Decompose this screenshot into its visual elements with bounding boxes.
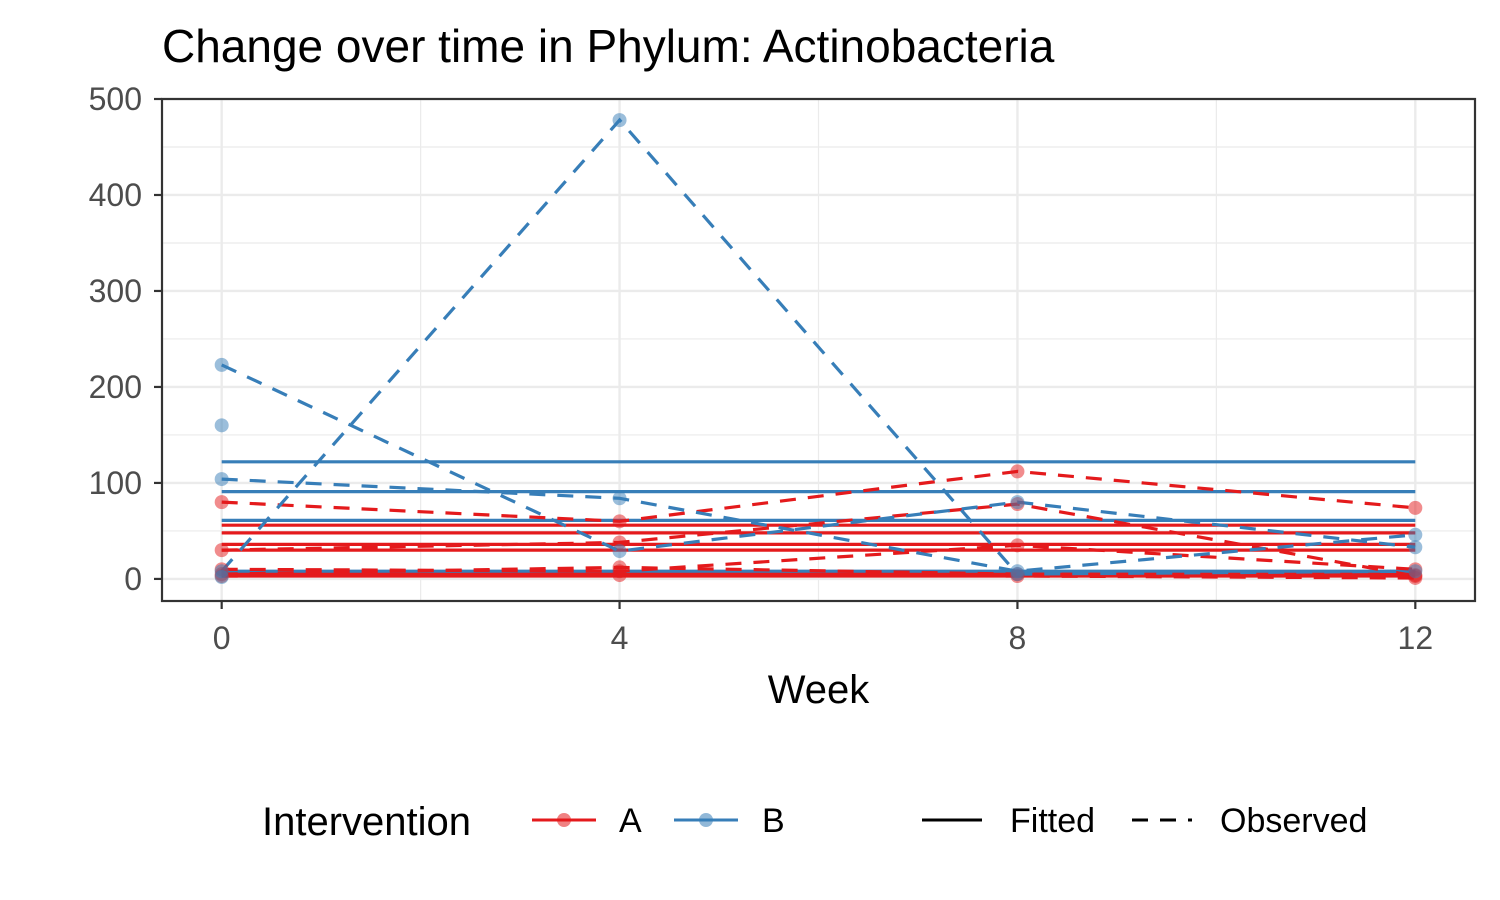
legend: Intervention A B Fitted Observed: [262, 800, 1367, 844]
data-point-b: [214, 357, 229, 372]
y-tick-label: 500: [89, 81, 142, 117]
legend-label-observed: Observed: [1220, 802, 1367, 840]
data-point-a: [1010, 538, 1025, 553]
y-tick-label: 400: [89, 177, 142, 213]
legend-title: Intervention: [262, 800, 471, 844]
plot-panel-border: [160, 97, 1477, 603]
chart-title: Change over time in Phylum: Actinobacter…: [162, 20, 1055, 72]
data-point-a: [214, 543, 229, 558]
data-point-b: [1010, 495, 1025, 510]
observed-line-a: [221, 502, 1416, 578]
data-point-b: [612, 491, 627, 506]
legend-item-observed: Observed: [1132, 802, 1367, 840]
legend-item-fitted: Fitted: [922, 802, 1095, 840]
y-tick-label: 200: [89, 369, 142, 405]
legend-item-b: B: [674, 802, 785, 840]
x-tick-label: 4: [611, 620, 629, 656]
legend-label-b: B: [762, 802, 785, 840]
grid-lines: [162, 97, 1475, 601]
observed-line-b: [221, 477, 1416, 573]
axis-ticks: 0 4 8 12 0 100 200 300 400 500: [89, 81, 1434, 656]
x-tick-label: 0: [213, 620, 231, 656]
data-point-b: [214, 570, 229, 585]
data-point-a: [214, 495, 229, 510]
observed-line-a: [221, 469, 1416, 523]
legend-label-a: A: [619, 802, 642, 840]
observed-line-b: [220, 117, 1416, 576]
data-points: [214, 113, 1423, 585]
data-point-b: [214, 472, 229, 487]
data-point-a: [612, 568, 627, 583]
data-point-a: [1010, 464, 1025, 479]
x-axis-title: Week: [768, 668, 871, 712]
y-tick-label: 300: [89, 273, 142, 309]
x-tick-label: 8: [1009, 620, 1027, 656]
observed-lines: [220, 117, 1416, 580]
legend-key-b-point: [699, 813, 713, 827]
legend-item-a: A: [532, 802, 642, 840]
data-point-a: [1408, 500, 1423, 515]
data-point-a: [612, 514, 627, 529]
data-point-b: [612, 113, 627, 128]
data-point-b: [1408, 540, 1423, 555]
x-tick-label: 12: [1398, 620, 1434, 656]
legend-label-fitted: Fitted: [1010, 802, 1095, 840]
observed-line-b: [221, 363, 1416, 553]
data-point-b: [1010, 567, 1025, 582]
data-point-b: [1408, 564, 1423, 579]
legend-key-a-point: [557, 813, 571, 827]
data-point-b: [214, 418, 229, 433]
y-tick-label: 100: [89, 465, 142, 501]
data-point-b: [612, 544, 627, 559]
observed-line-a: [221, 565, 1416, 577]
data-point-b: [1408, 527, 1423, 542]
observed-line-a: [221, 573, 1416, 580]
y-tick-label: 0: [124, 561, 142, 597]
